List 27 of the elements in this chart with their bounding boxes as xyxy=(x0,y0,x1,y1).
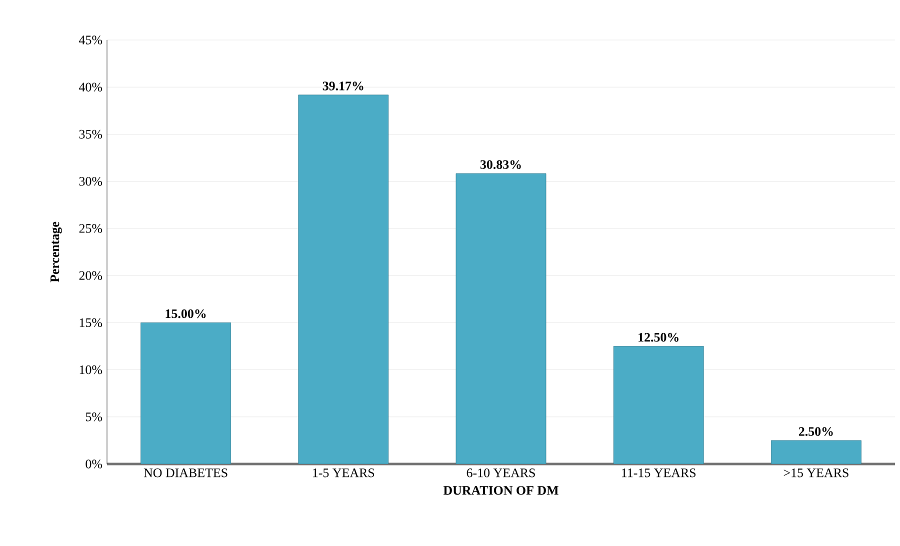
data-label: 39.17% xyxy=(322,82,364,90)
y-tick-label: 25% xyxy=(79,224,102,233)
y-tick-label: 0% xyxy=(86,460,102,468)
x-axis-title: DURATION OF DM xyxy=(443,486,558,495)
bar xyxy=(771,440,862,464)
y-tick-label: 45% xyxy=(78,36,102,44)
data-label: 12.50% xyxy=(638,332,678,342)
data-label: 15.00% xyxy=(166,309,206,318)
y-axis-title: Percentage xyxy=(50,222,62,282)
x-tick-label: NO DIABETES xyxy=(144,468,228,478)
bar xyxy=(456,173,546,464)
bar xyxy=(140,322,231,464)
y-tick-label: 5% xyxy=(86,412,102,422)
data-label: 30.83% xyxy=(480,160,521,169)
y-tick-label: 35% xyxy=(79,130,102,139)
x-tick-label: 6-10 YEARS xyxy=(466,468,535,478)
y-tick-label: 10% xyxy=(80,365,102,374)
y-tick-label: 20% xyxy=(79,271,102,280)
data-label: 2.50% xyxy=(798,427,833,436)
x-tick-label: >15 YEARS xyxy=(784,468,848,478)
bar xyxy=(613,346,704,464)
y-tick-label: 15% xyxy=(80,318,102,328)
x-tick-label: 1-5 YEARS xyxy=(313,468,374,478)
y-tick-label: 40% xyxy=(78,82,102,92)
y-tick-label: 30% xyxy=(79,176,102,186)
bar xyxy=(298,94,389,464)
x-tick-label: 11-15 YEARS xyxy=(622,468,696,478)
